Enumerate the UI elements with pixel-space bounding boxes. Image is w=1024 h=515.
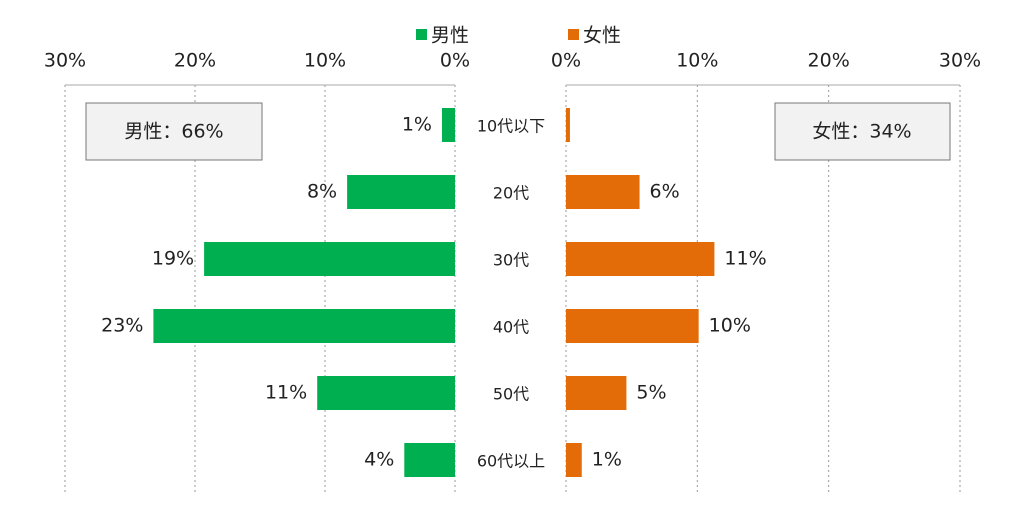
x-tick-label: 20% [808, 50, 850, 72]
x-tick-label: 20% [174, 50, 216, 72]
bar [347, 175, 455, 209]
annotation: 男性：66% [124, 121, 223, 143]
x-tick-label: 10% [304, 50, 346, 72]
data-label: 11% [724, 248, 766, 270]
bar [566, 175, 640, 209]
annotation: 女性：34% [812, 121, 911, 143]
bar [566, 443, 582, 477]
category-label: 60代以上 [477, 452, 545, 471]
x-tick-label: 30% [939, 50, 981, 72]
bar [566, 242, 715, 276]
category-label: 10代以下 [477, 117, 545, 136]
legend-label: 女性 [583, 25, 621, 47]
data-label: 1% [592, 449, 622, 471]
x-tick-label: 0% [551, 50, 581, 72]
data-label: 6% [650, 181, 680, 203]
data-label: 11% [265, 382, 307, 404]
category-label: 30代 [493, 251, 529, 270]
x-tick-label: 0% [440, 50, 470, 72]
data-label: 4% [364, 449, 394, 471]
annotation-box [85, 102, 263, 161]
x-tick-label: 30% [44, 50, 86, 72]
data-label: 5% [636, 382, 666, 404]
bar [204, 242, 455, 276]
bar [566, 376, 627, 410]
data-label: 19% [152, 248, 194, 270]
data-label: 23% [101, 315, 143, 337]
bar [404, 443, 455, 477]
legend-swatch [568, 29, 579, 40]
annotation-box [774, 102, 951, 161]
category-label: 40代 [493, 318, 529, 337]
x-tick-label: 10% [676, 50, 718, 72]
bar [566, 309, 699, 343]
legend-swatch [416, 29, 427, 40]
bar [442, 108, 455, 142]
data-label: 8% [307, 181, 337, 203]
data-label: 1% [402, 114, 432, 136]
bar [153, 309, 455, 343]
bar [317, 376, 455, 410]
legend-label: 男性 [431, 25, 469, 47]
category-label: 50代 [493, 385, 529, 404]
category-label: 20代 [493, 184, 529, 203]
bar [566, 108, 570, 142]
data-label: 10% [709, 315, 751, 337]
